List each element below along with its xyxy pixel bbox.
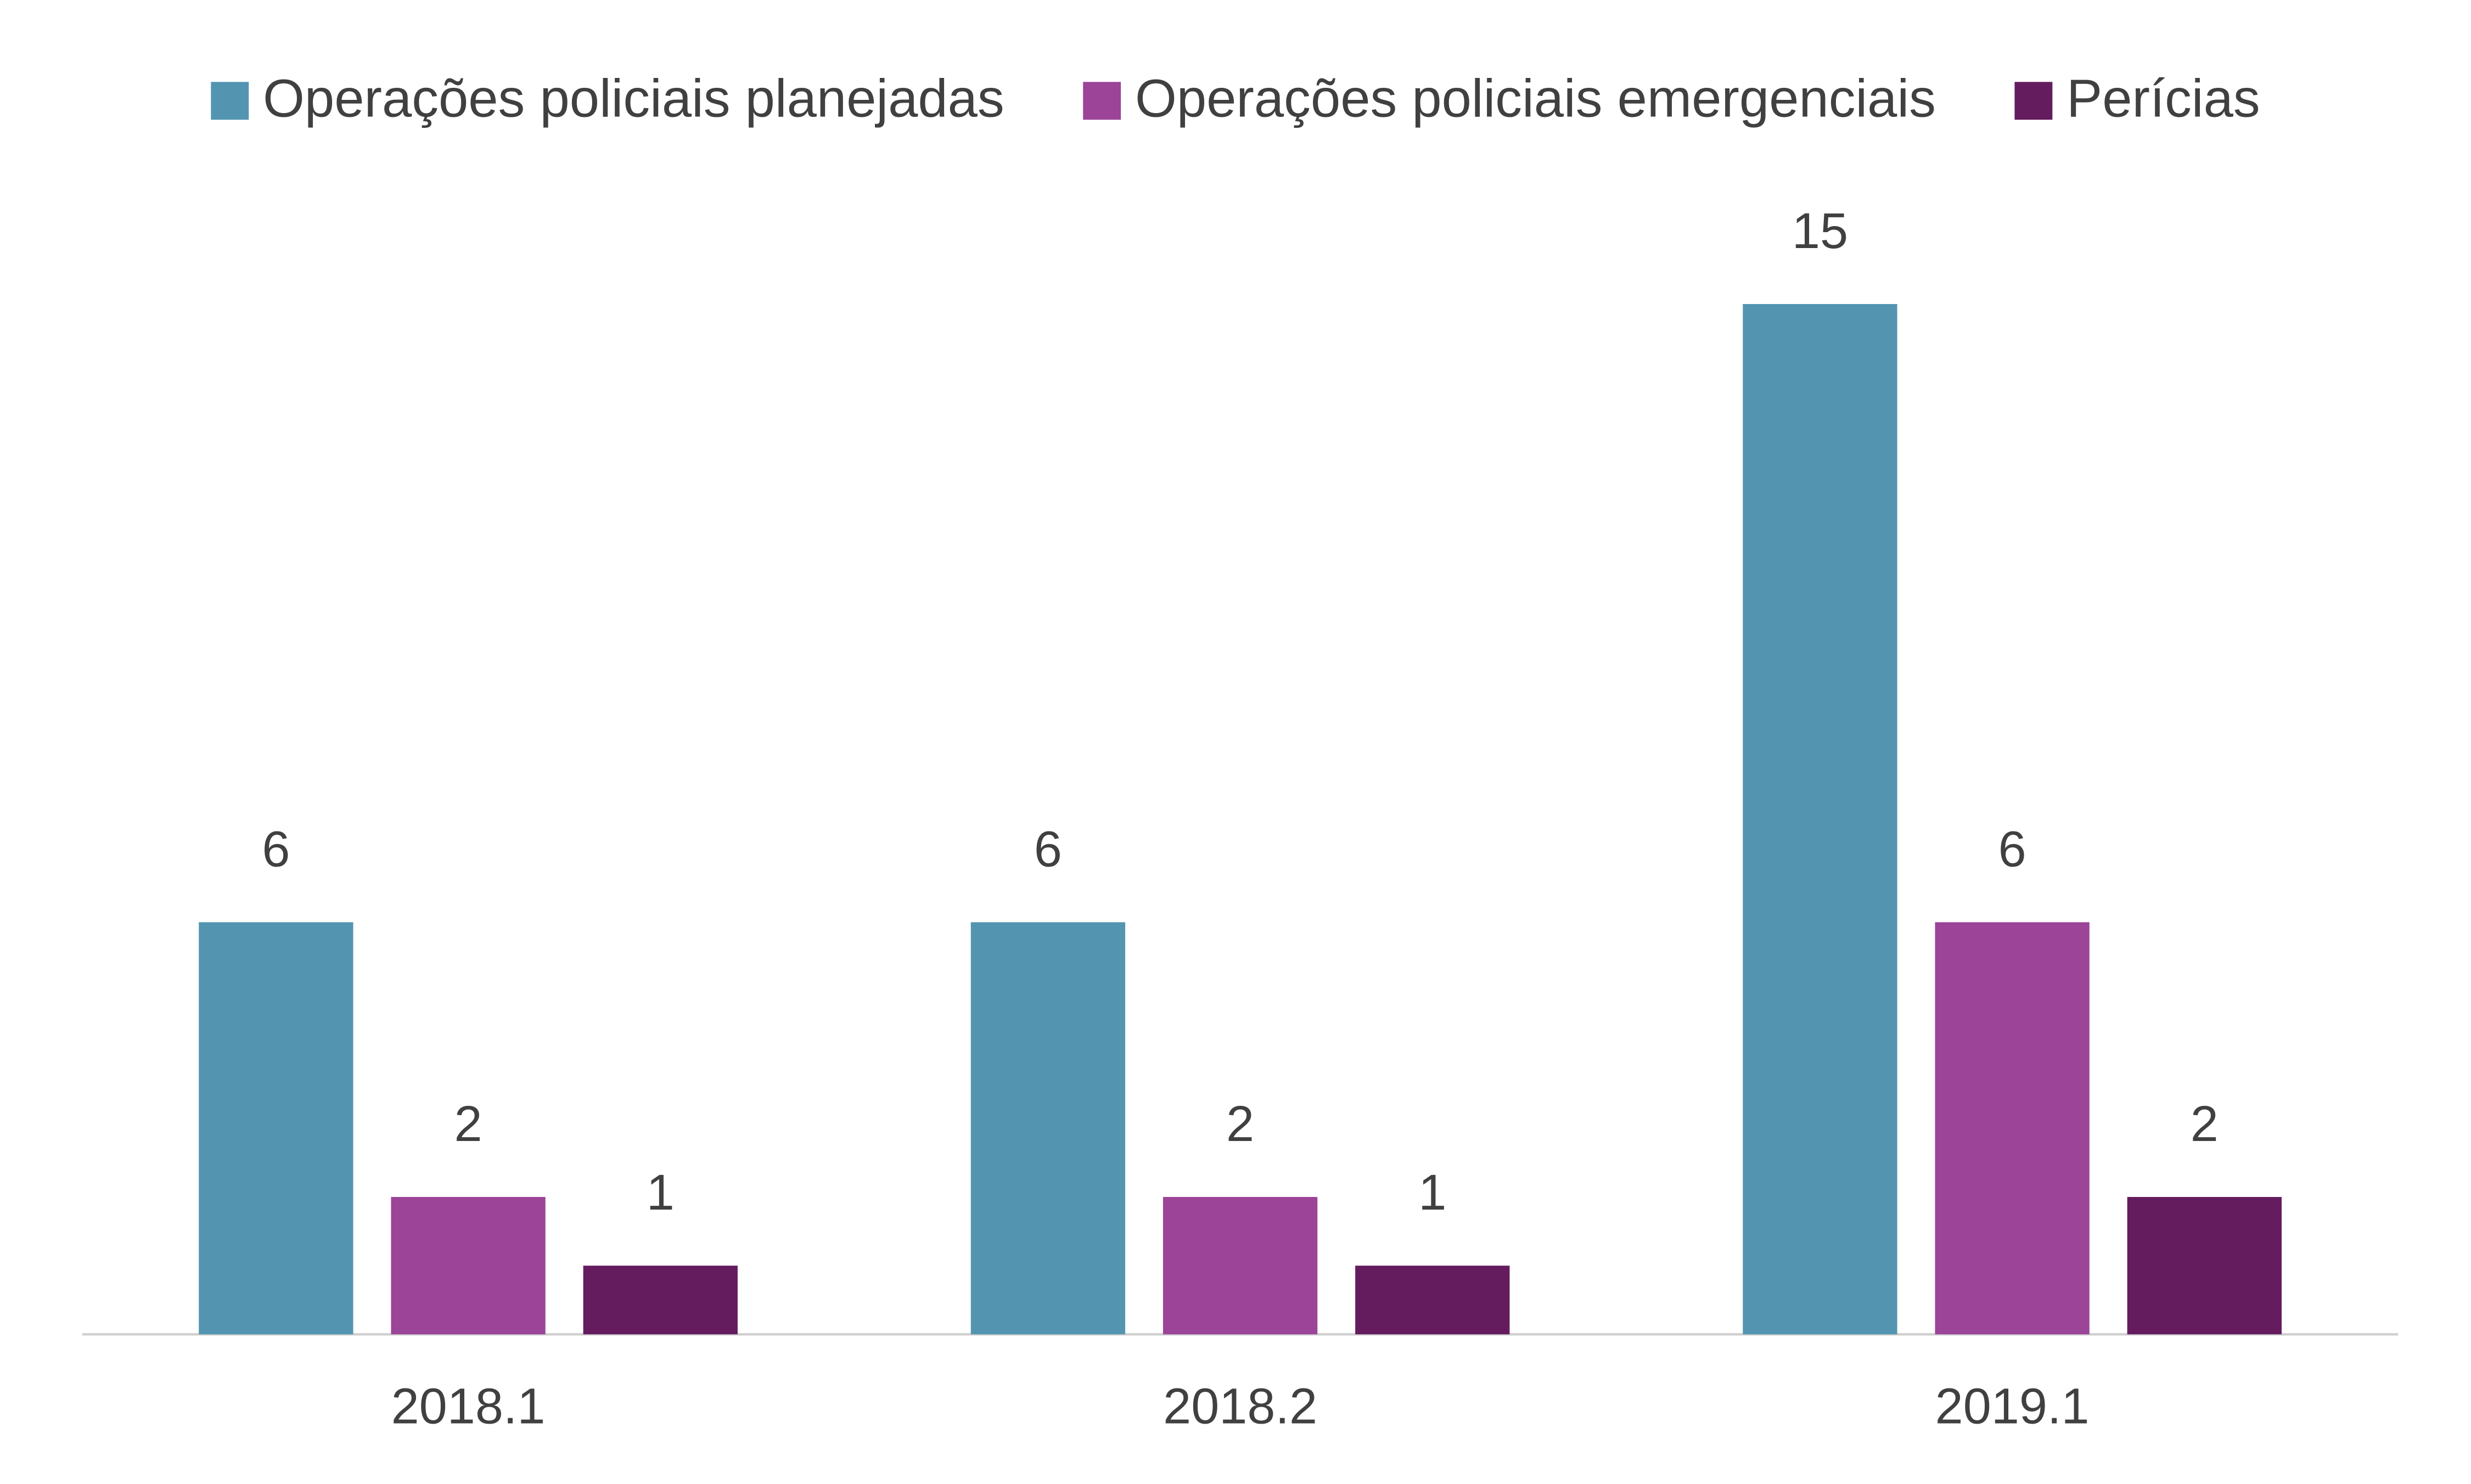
data-label: 1 xyxy=(647,1165,675,1221)
x-tick-label: 2018.1 xyxy=(391,1378,546,1434)
data-label: 2 xyxy=(454,1096,482,1152)
x-tick-label: 2019.1 xyxy=(1935,1378,2090,1434)
bar xyxy=(391,1196,546,1335)
bar xyxy=(1355,1266,1510,1335)
bar xyxy=(1935,922,2090,1335)
x-tick-label: 2018.2 xyxy=(1163,1378,1317,1434)
legend-swatch xyxy=(2014,82,2053,120)
bar xyxy=(1163,1196,1318,1335)
bar xyxy=(199,922,353,1335)
data-label: 6 xyxy=(1034,821,1062,877)
legend-label: Operações policiais planejadas xyxy=(263,68,1004,128)
bar xyxy=(1743,304,1897,1335)
legend-swatch xyxy=(1083,82,1121,120)
bar xyxy=(583,1266,738,1335)
bar xyxy=(970,922,1126,1335)
data-label: 6 xyxy=(1998,821,2026,877)
data-label: 1 xyxy=(1418,1165,1446,1221)
data-label: 6 xyxy=(262,821,290,877)
bar xyxy=(2127,1196,2282,1335)
legend-swatch xyxy=(211,82,249,120)
data-label: 15 xyxy=(1792,203,1848,259)
legend-label: Operações policiais emergenciais xyxy=(1135,68,1936,128)
data-label: 2 xyxy=(2191,1096,2219,1152)
legend-label: Perícias xyxy=(2066,68,2260,128)
data-label: 2 xyxy=(1226,1096,1254,1152)
